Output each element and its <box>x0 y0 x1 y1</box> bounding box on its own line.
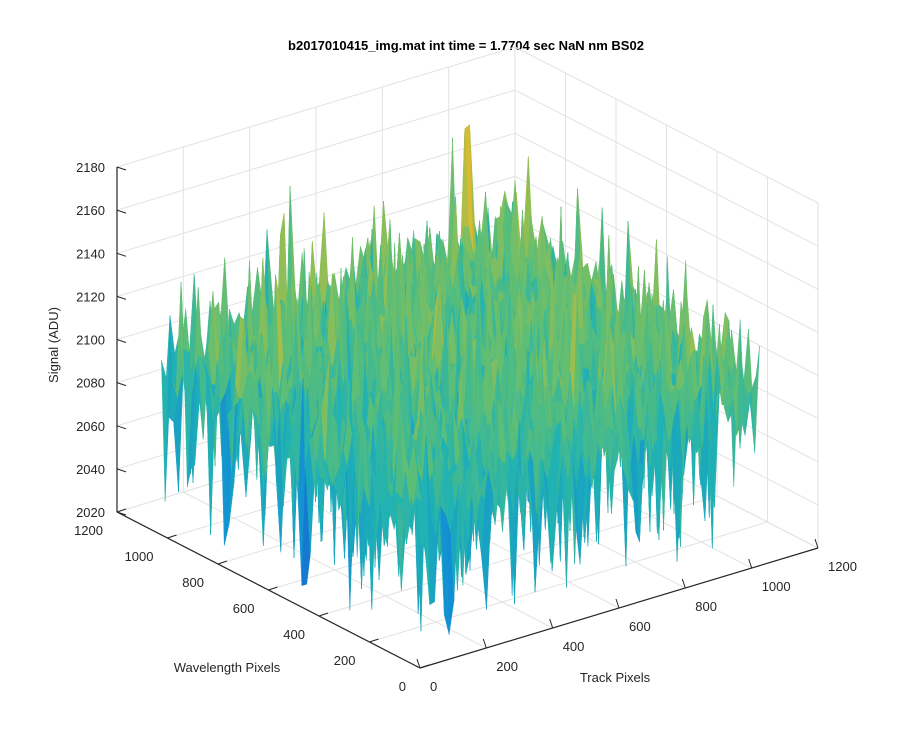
x-tick-label: 0 <box>430 679 437 694</box>
z-tick-label: 2120 <box>76 289 105 304</box>
y-tick-mark <box>318 612 329 617</box>
y-tick-label: 800 <box>182 575 204 590</box>
z-tick-label: 2060 <box>76 419 105 434</box>
x-tick-label: 1000 <box>762 579 791 594</box>
y-tick-mark <box>217 560 228 565</box>
y-tick-label: 200 <box>334 653 356 668</box>
y-tick-mark <box>369 638 379 643</box>
y-tick-label: 0 <box>399 679 406 694</box>
z-tick-label: 2040 <box>76 462 105 477</box>
y-tick-label: 400 <box>283 627 305 642</box>
surface-patch <box>743 328 753 396</box>
x-tick-label: 200 <box>496 659 518 674</box>
z-tick-mark <box>116 166 127 171</box>
x-tick-label: 800 <box>695 599 717 614</box>
z-tick-mark <box>116 339 127 343</box>
x-tick-label: 400 <box>563 639 585 654</box>
z-tick-label: 2020 <box>76 505 105 520</box>
z-tick-mark <box>116 209 127 214</box>
y-tick-label: 1000 <box>125 549 154 564</box>
z-tick-mark <box>116 295 127 300</box>
z-tick-mark <box>116 252 127 257</box>
y-tick-mark <box>167 534 177 539</box>
y-tick-mark <box>116 508 127 513</box>
y-tick-label: 1200 <box>74 523 103 538</box>
x-tick-label: 1200 <box>828 559 857 574</box>
z-tick-label: 2160 <box>76 203 105 218</box>
z-tick-label: 2140 <box>76 246 105 261</box>
surface-patch <box>750 345 760 454</box>
grid-line <box>318 495 718 617</box>
y-tick-label: 600 <box>233 601 255 616</box>
y-tick-mark <box>268 586 278 591</box>
surface-layer <box>161 124 760 635</box>
x-tick-label: 600 <box>629 619 651 634</box>
chart-title: b2017010415_img.mat int time = 1.7704 se… <box>288 38 644 53</box>
z-tick-mark <box>116 468 127 473</box>
z-tick-mark <box>116 425 127 430</box>
z-tick-mark <box>116 382 127 387</box>
y-tick-mark <box>419 664 430 669</box>
grid-line <box>369 521 768 643</box>
z-tick-label: 2080 <box>76 376 105 391</box>
z-tick-label: 2100 <box>76 333 105 348</box>
